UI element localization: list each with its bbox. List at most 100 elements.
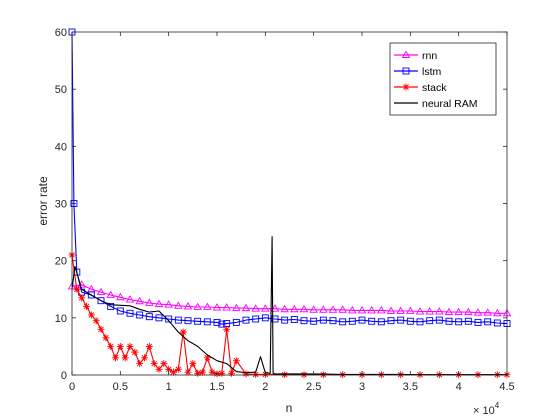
data-point (252, 370, 260, 378)
data-point (145, 298, 154, 306)
y-tick-label: 0 (61, 370, 67, 382)
data-point (280, 304, 289, 313)
data-point (484, 318, 492, 326)
data-point (112, 354, 119, 362)
data-point (329, 317, 337, 325)
axes-layer: 0 0.5 1 1.5 2 2.5 3 3.5 4 4.5 0 10 20 30 40 50 60 (55, 27, 515, 393)
data-point (116, 307, 124, 315)
legend: rnn lstm stack neural RAM (389, 42, 497, 116)
y-tick-label: 60 (55, 27, 67, 39)
data-point (232, 357, 240, 365)
data-point (212, 303, 222, 311)
data-point (426, 317, 434, 325)
data-point (338, 305, 347, 313)
data-point (493, 308, 502, 317)
data-point (348, 317, 356, 325)
x-axis-multiplier: × 104 (473, 401, 500, 417)
data-point (125, 295, 135, 303)
data-point (73, 285, 81, 293)
x-tick-label: 0.5 (113, 381, 128, 393)
data-point (203, 302, 212, 310)
data-point (464, 307, 473, 316)
data-point (102, 334, 110, 342)
legend-entry: rnn (394, 50, 437, 62)
data-point (106, 290, 115, 298)
data-point (406, 306, 415, 314)
data-point (155, 314, 163, 322)
data-point (208, 368, 216, 376)
data-point (310, 317, 318, 325)
data-point (339, 318, 347, 326)
data-point (397, 316, 405, 324)
data-point (189, 360, 197, 368)
y-axis-label: error rate (36, 176, 50, 226)
data-point (368, 317, 376, 325)
x-tick-label: 3 (359, 381, 365, 393)
y-tick-label: 50 (55, 84, 67, 96)
data-point (107, 342, 115, 350)
data-point (367, 306, 376, 314)
data-point (155, 365, 163, 373)
data-point (174, 301, 183, 309)
data-point (150, 360, 158, 368)
x-tick-label: 1 (166, 381, 172, 393)
data-point (358, 316, 366, 324)
x-tick-label: 3.5 (403, 381, 418, 393)
data-point (270, 304, 280, 312)
series-neural-ram (71, 236, 507, 376)
data-point (425, 307, 434, 315)
data-point (455, 318, 463, 326)
series-lstm (68, 28, 511, 328)
legend-entry: neural RAM (394, 98, 477, 110)
series-line (71, 284, 507, 314)
data-point (357, 306, 367, 314)
data-point (174, 316, 182, 324)
series-line (71, 31, 508, 325)
data-point (183, 302, 193, 310)
data-point (348, 306, 357, 314)
data-point (377, 318, 385, 326)
data-point (242, 316, 250, 324)
data-point (309, 305, 318, 313)
x-axis-multiplier-base: × 10 (473, 405, 495, 417)
data-point (203, 318, 211, 326)
data-point (193, 302, 202, 310)
x-tick-label: 2 (262, 381, 268, 393)
data-point (78, 294, 86, 302)
data-point (218, 320, 226, 328)
data-point (83, 302, 90, 310)
data-point (97, 325, 105, 333)
data-point (218, 369, 226, 377)
data-point (387, 317, 395, 325)
data-point (199, 368, 206, 376)
legend-swatch-marker (401, 50, 411, 58)
data-point (223, 325, 231, 333)
data-point (232, 303, 241, 312)
data-point (116, 292, 125, 301)
data-point (141, 354, 148, 362)
data-point (136, 360, 144, 368)
data-point (131, 348, 139, 356)
data-point (165, 315, 173, 323)
data-point (184, 368, 192, 376)
data-point (170, 368, 177, 376)
data-point (92, 317, 100, 325)
data-point (203, 354, 211, 362)
data-point (416, 318, 424, 326)
data-point (194, 369, 202, 377)
data-point (222, 303, 231, 311)
data-point (435, 316, 443, 324)
data-point (251, 304, 260, 312)
data-point (406, 317, 414, 325)
data-point (96, 287, 106, 296)
data-point (87, 291, 95, 299)
data-point (328, 305, 338, 313)
data-point (252, 315, 260, 323)
data-point (319, 316, 327, 324)
data-point (377, 306, 386, 314)
data-point (290, 316, 298, 323)
data-point (271, 315, 279, 323)
data-point (145, 313, 153, 321)
x-tick-label: 2.5 (306, 381, 321, 393)
